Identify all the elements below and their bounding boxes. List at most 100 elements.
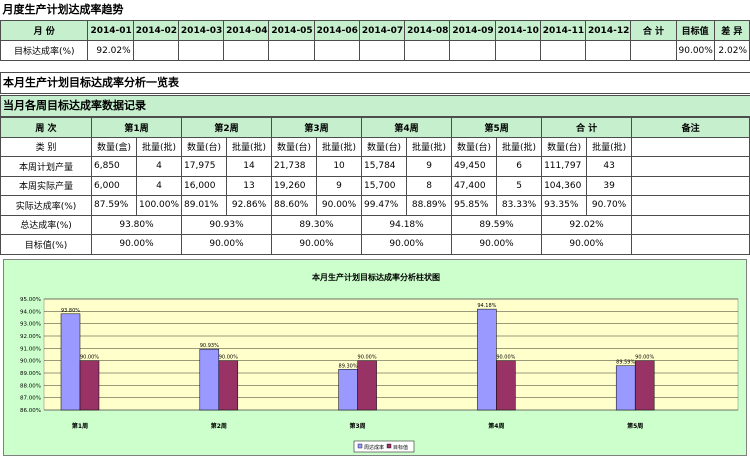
y-tick-label: 86.00% <box>20 408 41 414</box>
monthly-header-cell: 差 异 <box>713 20 750 41</box>
monthly-header-cell: 2014-01 <box>87 20 134 41</box>
data-label: 90.00% <box>496 355 515 361</box>
weekly-total-rate-cell: 90.93% <box>181 214 273 235</box>
bar-chart: 本月生产计划目标达成率分析柱状图 95.00% 94.00% 93.00% 92.00%… <box>3 259 747 456</box>
weekly-rate-cell: 92.86% <box>226 195 273 216</box>
weekly-rate-cell: 实际达成率(%) <box>0 195 92 216</box>
weekly-actual-cell: 4 <box>135 175 183 196</box>
weekly-plan-cell: 111,797 <box>541 156 588 177</box>
weekly-actual-cell: 9 <box>316 175 363 196</box>
weekly-plan-cell: 17,975 <box>181 156 228 177</box>
weekly-rate-cell: 93.35% <box>541 195 588 216</box>
monthly-value-cell <box>404 40 451 61</box>
weekly-plan-cell: 10 <box>316 156 363 177</box>
y-tick-label: 91.00% <box>20 346 41 352</box>
monthly-header-cell: 2014-02 <box>132 20 179 41</box>
data-label: 90.00% <box>358 355 377 361</box>
weekly-target-cell: 90.00% <box>361 234 453 255</box>
monthly-header-cell: 2014-03 <box>177 20 225 41</box>
bar-target <box>634 360 655 411</box>
monthly-section-title: 月度生产计划达成率趋势 <box>2 3 124 16</box>
weekly-total-rate-cell: 94.18% <box>361 214 453 235</box>
weekly-plan-row: 本周计划产量 6,850 4 17,975 14 21,738 10 15,784 9 49,45… <box>0 156 750 177</box>
weekly-total-rate-cell: 92.02% <box>541 214 633 235</box>
weekly-plan-cell <box>631 156 750 177</box>
monthly-header-cell: 2014-11 <box>539 20 587 41</box>
monthly-header-cell: 月 份 <box>0 20 89 41</box>
legend-box <box>353 440 415 453</box>
legend-swatch <box>357 443 363 449</box>
weekly-rate-cell: 87.59% <box>91 195 137 216</box>
weekly-actual-cell <box>631 175 750 196</box>
weekly-actual-cell: 8 <box>406 175 453 196</box>
weekly-category-cell: 批量(批) <box>316 136 363 157</box>
weekly-header-cell: 合 计 <box>541 117 633 138</box>
monthly-header-cell: 合 计 <box>630 20 677 41</box>
y-tick-label: 89.00% <box>20 371 41 377</box>
data-label: 90.00% <box>219 355 238 361</box>
weekly-rate-cell: 89.01% <box>181 195 228 216</box>
weekly-plan-cell: 4 <box>135 156 183 177</box>
weekly-rate-cell: 95.85% <box>451 195 498 216</box>
weekly-category-cell: 数量(台) <box>181 136 228 157</box>
weekly-sub-title-bar: 当月各周目标达成率数据记录 <box>0 95 750 117</box>
data-label: 93.80% <box>61 308 80 314</box>
weekly-plan-cell: 6,850 <box>91 156 137 177</box>
weekly-target-cell: 90.00% <box>90 234 183 255</box>
chart-title: 本月生产计划目标达成率分析柱状图 <box>311 272 440 282</box>
weekly-target-row: 目标值(%) 90.00% 90.00% 90.00% 90.00% 90.00% 90.0… <box>0 234 750 255</box>
bar-rate <box>615 365 636 411</box>
weekly-rate-row: 实际达成率(%) 87.59% 100.00% 89.01% 92.86% 88.60% 9… <box>0 195 750 216</box>
monthly-header-cell: 2014-08 <box>404 20 451 41</box>
data-label: 90.00% <box>80 355 99 361</box>
weekly-category-cell: 批量(批) <box>496 136 543 157</box>
weekly-sub-title: 当月各周目标达成率数据记录 <box>0 95 750 117</box>
weekly-rate-cell: 83.33% <box>496 195 543 216</box>
weekly-table: 周 次第1周 第2周 第3周 第4周 第5周合 计备注 类 别数量(盒) 批量(批) 数量(… <box>0 117 750 255</box>
data-label: 94.18% <box>477 303 496 309</box>
monthly-header-cell: 目标值 <box>675 20 715 41</box>
monthly-value-cell <box>494 40 541 61</box>
monthly-header-cell: 2014-06 <box>313 20 360 41</box>
weekly-category-cell: 批量(批) <box>135 136 183 157</box>
weekly-actual-cell: 16,000 <box>181 175 228 196</box>
weekly-plan-cell: 15,784 <box>361 156 408 177</box>
weekly-total-rate-cell <box>631 214 750 235</box>
legend-label: 周达成率 <box>364 444 384 451</box>
monthly-header-cell: 2014-12 <box>585 20 632 41</box>
weekly-rate-cell <box>631 195 750 216</box>
monthly-value-cell <box>585 40 632 61</box>
weekly-actual-cell: 13 <box>226 175 273 196</box>
weekly-category-cell: 数量(台) <box>361 136 408 157</box>
weekly-rate-cell: 100.00% <box>135 195 183 216</box>
y-tick-label: 92.00% <box>20 334 41 340</box>
weekly-actual-cell: 47,400 <box>451 175 498 196</box>
weekly-category-cell: 批量(批) <box>586 136 633 157</box>
weekly-header-cell: 第2周 <box>181 117 273 138</box>
bar-rate <box>338 369 358 411</box>
weekly-category-cell: 数量(台) <box>541 136 588 157</box>
monthly-value-cell: 92.02% <box>87 40 134 61</box>
data-label: 90.00% <box>635 355 654 361</box>
weekly-total-rate-cell: 总达成率(%) <box>0 214 92 235</box>
weekly-actual-cell: 本周实际产量 <box>0 175 92 196</box>
y-tick-label: 94.00% <box>20 309 41 315</box>
y-tick-label: 90.00% <box>20 359 41 365</box>
monthly-value-cell <box>268 40 315 61</box>
weekly-target-cell: 90.00% <box>541 234 633 255</box>
weekly-rate-cell: 90.00% <box>316 195 363 216</box>
weekly-target-cell: 90.00% <box>451 234 543 255</box>
weekly-total-rate-cell: 89.59% <box>451 214 543 235</box>
weekly-header-cell: 第4周 <box>361 117 453 138</box>
weekly-total-rate-cell: 93.80% <box>90 214 183 235</box>
monthly-header-cell: 2014-10 <box>494 20 541 41</box>
weekly-plan-cell: 43 <box>586 156 633 177</box>
monthly-value-cell: 目标达成率(%) <box>0 40 89 61</box>
bar-rate <box>199 348 220 411</box>
bar-rate <box>60 313 81 411</box>
y-tick-label: 87.00% <box>20 396 41 402</box>
weekly-actual-cell: 104,360 <box>541 175 588 196</box>
weekly-plan-cell: 49,450 <box>451 156 498 177</box>
weekly-rate-cell: 90.70% <box>586 195 633 216</box>
weekly-section-title: 本月生产计划目标达成率分析一览表 <box>0 72 750 94</box>
